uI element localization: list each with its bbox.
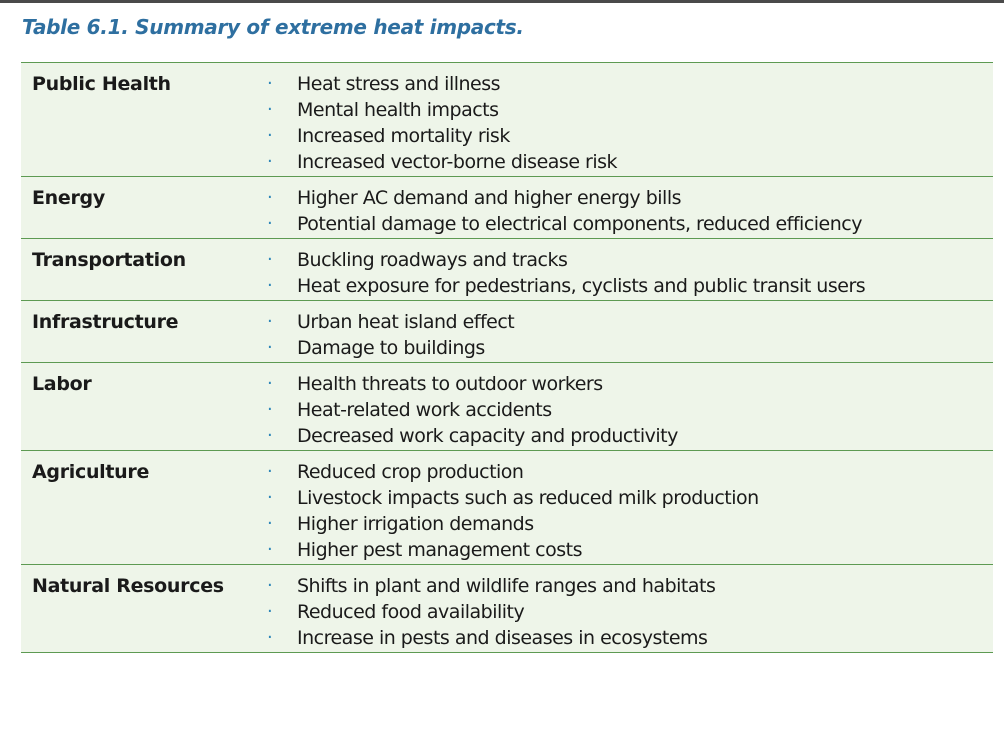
bullet-icon: · (267, 575, 273, 596)
list-item: · Potential damage to electrical componen… (258, 212, 993, 238)
table-row: Infrastructure · Urban heat island effect… (21, 301, 993, 363)
list-item: · Increased vector-borne disease risk (258, 150, 993, 176)
list-item: · Heat-related work accidents (258, 398, 993, 424)
list-item: · Shifts in plant and wildlife ranges and… (258, 574, 993, 600)
impact-list: · Heat stress and illness · Mental health … (258, 72, 993, 176)
list-item: · Increase in pests and diseases in ecosy… (258, 626, 993, 652)
impact-text: Higher AC demand and higher energy bills (297, 187, 682, 209)
row-category: Transportation (32, 249, 186, 271)
row-category: Infrastructure (32, 311, 179, 333)
table-row: Agriculture · Reduced crop production · Li… (21, 451, 993, 565)
bullet-icon: · (267, 399, 273, 420)
impact-text: Higher irrigation demands (297, 513, 534, 535)
bullet-icon: · (267, 213, 273, 234)
list-item: · Buckling roadways and tracks (258, 248, 993, 274)
impact-list: · Health threats to outdoor workers · Heat… (258, 372, 993, 450)
list-item: · Urban heat island effect (258, 310, 993, 336)
bullet-icon: · (267, 275, 273, 296)
table-row: Energy · Higher AC demand and higher ener… (21, 177, 993, 239)
bullet-icon: · (267, 99, 273, 120)
bullet-icon: · (267, 125, 273, 146)
bullet-icon: · (267, 487, 273, 508)
bullet-icon: · (267, 461, 273, 482)
bullet-icon: · (267, 627, 273, 648)
list-item: · Reduced food availability (258, 600, 993, 626)
impact-text: Potential damage to electrical component… (297, 213, 862, 235)
list-item: · Heat exposure for pedestrians, cyclists… (258, 274, 993, 300)
impact-text: Heat-related work accidents (297, 399, 552, 421)
impact-text: Heat exposure for pedestrians, cyclists … (297, 275, 866, 297)
row-category: Public Health (32, 73, 171, 95)
bullet-icon: · (267, 373, 273, 394)
list-item: · Higher irrigation demands (258, 512, 993, 538)
impact-list: · Urban heat island effect · Damage to bui… (258, 310, 993, 362)
list-item: · Higher pest management costs (258, 538, 993, 564)
bullet-icon: · (267, 187, 273, 208)
bullet-icon: · (267, 249, 273, 270)
impact-text: Livestock impacts such as reduced milk p… (297, 487, 759, 509)
impact-text: Mental health impacts (297, 99, 499, 121)
list-item: · Heat stress and illness (258, 72, 993, 98)
row-category: Agriculture (32, 461, 150, 483)
table-row: Transportation · Buckling roadways and tr… (21, 239, 993, 301)
list-item: · Damage to buildings (258, 336, 993, 362)
impact-text: Decreased work capacity and productivity (297, 425, 678, 447)
row-category: Labor (32, 373, 92, 395)
impact-list: · Shifts in plant and wildlife ranges and… (258, 574, 993, 652)
bullet-icon: · (267, 151, 273, 172)
list-item: · Higher AC demand and higher energy bill… (258, 186, 993, 212)
table-caption: Table 6.1. Summary of extreme heat impac… (22, 15, 524, 39)
bullet-icon: · (267, 539, 273, 560)
bullet-icon: · (267, 73, 273, 94)
impact-text: Reduced food availability (297, 601, 525, 623)
impact-text: Shifts in plant and wildlife ranges and … (297, 575, 716, 597)
list-item: · Mental health impacts (258, 98, 993, 124)
bullet-icon: · (267, 513, 273, 534)
table-row: Labor · Health threats to outdoor workers… (21, 363, 993, 451)
row-category: Energy (32, 187, 105, 209)
list-item: · Health threats to outdoor workers (258, 372, 993, 398)
impact-list: · Higher AC demand and higher energy bill… (258, 186, 993, 238)
bullet-icon: · (267, 311, 273, 332)
impact-list: · Reduced crop production · Livestock impa… (258, 460, 993, 564)
table-row: Public Health · Heat stress and illness ·… (21, 63, 993, 177)
impact-text: Heat stress and illness (297, 73, 501, 95)
impact-text: Urban heat island effect (297, 311, 515, 333)
impact-text: Damage to buildings (297, 337, 485, 359)
impact-text: Higher pest management costs (297, 539, 582, 561)
list-item: · Decreased work capacity and productivit… (258, 424, 993, 450)
impact-text: Buckling roadways and tracks (297, 249, 568, 271)
bullet-icon: · (267, 337, 273, 358)
row-category: Natural Resources (32, 575, 224, 597)
bullet-icon: · (267, 601, 273, 622)
impact-text: Increased mortality risk (297, 125, 510, 147)
list-item: · Livestock impacts such as reduced milk … (258, 486, 993, 512)
list-item: · Reduced crop production (258, 460, 993, 486)
impact-text: Health threats to outdoor workers (297, 373, 603, 395)
top-rule (0, 0, 1004, 3)
list-item: · Increased mortality risk (258, 124, 993, 150)
impact-text: Increased vector-borne disease risk (297, 151, 618, 173)
bullet-icon: · (267, 425, 273, 446)
table-row: Natural Resources · Shifts in plant and w… (21, 565, 993, 653)
impact-text: Increase in pests and diseases in ecosys… (297, 627, 708, 649)
impact-list: · Buckling roadways and tracks · Heat expo… (258, 248, 993, 300)
impact-table: Public Health · Heat stress and illness ·… (21, 62, 993, 653)
impact-text: Reduced crop production (297, 461, 524, 483)
